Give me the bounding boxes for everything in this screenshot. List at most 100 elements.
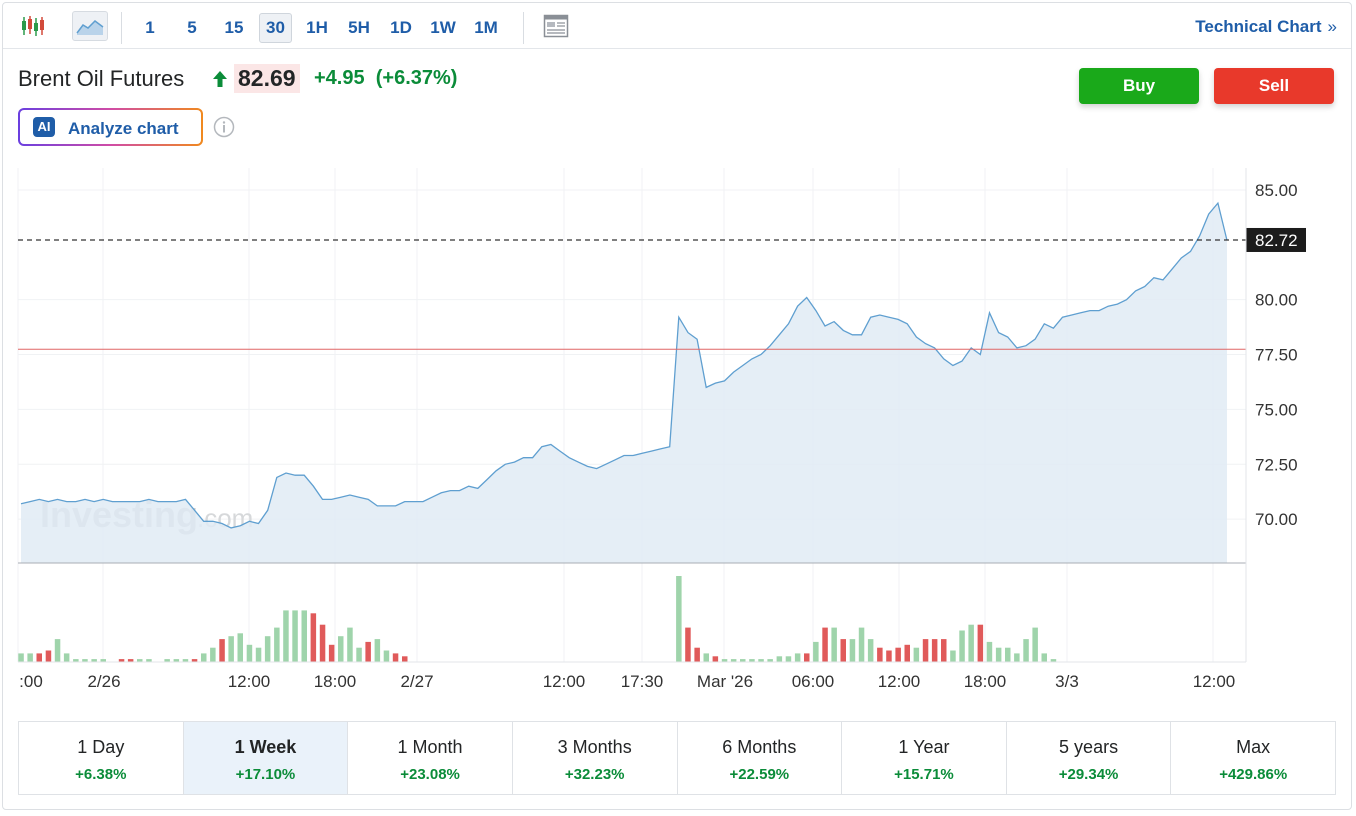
volume-bar xyxy=(703,653,709,662)
info-icon[interactable] xyxy=(213,116,235,138)
x-tick-label: 18:00 xyxy=(314,672,357,691)
volume-bar xyxy=(292,610,298,662)
period-label: 5 years xyxy=(1059,737,1119,757)
volume-bar xyxy=(986,641,993,662)
volume-bar xyxy=(36,653,42,662)
period-1-year[interactable]: 1 Year +15.71% xyxy=(842,722,1007,794)
volume-bar xyxy=(402,656,408,662)
volume-bar xyxy=(1014,653,1020,662)
technical-chart-label: Technical Chart xyxy=(1195,17,1322,36)
volume-bar xyxy=(995,647,1002,662)
period-max[interactable]: Max +429.86% xyxy=(1171,722,1335,794)
volume-bar xyxy=(767,659,773,662)
interval-30[interactable]: 30 xyxy=(259,13,292,43)
volume-bar xyxy=(730,659,737,662)
period-1-day[interactable]: 1 Day +6.38% xyxy=(19,722,184,794)
y-tick-label: 70.00 xyxy=(1255,510,1298,529)
chart-toolbar: 1 5 15 30 1H 5H 1D 1W 1M Technical Chart… xyxy=(3,3,1351,49)
period-label: 1 Month xyxy=(397,737,463,757)
volume-bar xyxy=(676,576,682,662)
volume-bar xyxy=(886,650,892,662)
period-6-months[interactable]: 6 Months +22.59% xyxy=(678,722,843,794)
volume-bar xyxy=(1032,627,1038,662)
period-value: +429.86% xyxy=(1219,766,1288,783)
x-tick-label: 12:00 xyxy=(878,672,921,691)
x-tick-label: 17:30 xyxy=(621,672,664,691)
volume-bar xyxy=(237,633,243,662)
volume-bar xyxy=(840,639,846,662)
volume-bar xyxy=(173,659,180,662)
volume-bar xyxy=(310,613,317,662)
price-line xyxy=(20,201,1228,529)
volume-bar xyxy=(904,644,910,662)
volume-bar xyxy=(694,647,700,662)
volume-bar xyxy=(228,636,234,662)
period-value: +32.23% xyxy=(564,766,625,783)
period-1-month[interactable]: 1 Month +23.08% xyxy=(348,722,513,794)
volume-bar xyxy=(264,636,271,662)
period-1-week[interactable]: 1 Week +17.10% xyxy=(183,722,349,794)
period-5-years[interactable]: 5 years +29.34% xyxy=(1007,722,1172,794)
volume-bars xyxy=(18,576,1246,663)
interval-1w[interactable]: 1W xyxy=(430,18,456,37)
price-chart[interactable]: Investing.com 82.72 85.0080.0077.5075.00… xyxy=(0,150,1356,698)
interval-15[interactable]: 15 xyxy=(224,18,244,37)
volume-bar xyxy=(931,639,938,662)
volume-bar xyxy=(118,659,125,662)
sell-button[interactable]: Sell xyxy=(1214,68,1334,104)
x-tick-label: 18:00 xyxy=(964,672,1007,691)
volume-bar xyxy=(45,650,52,662)
volume-bar xyxy=(867,639,874,662)
layout-icon[interactable] xyxy=(540,11,572,41)
volume-bar xyxy=(968,624,974,662)
volume-bar xyxy=(831,627,837,662)
y-tick-label: 85.00 xyxy=(1255,181,1298,200)
period-performance-table: 1 Day +6.38% 1 Week +17.10% 1 Month +23.08%… xyxy=(18,721,1336,795)
volume-bar xyxy=(383,650,390,662)
area-chart-icon[interactable] xyxy=(72,11,108,41)
arrow-up-icon xyxy=(213,71,227,87)
interval-5[interactable]: 5 xyxy=(187,18,197,37)
volume-bar xyxy=(201,653,207,662)
x-tick-label: :00 xyxy=(19,672,43,691)
volume-bar xyxy=(127,659,134,662)
volume-bar xyxy=(246,644,253,662)
volume-bar xyxy=(740,659,746,662)
volume-bar xyxy=(283,610,289,662)
buy-button[interactable]: Buy xyxy=(1079,68,1199,104)
volume-bar xyxy=(794,653,801,662)
technical-chart-link[interactable]: Technical Chart » xyxy=(1195,17,1337,37)
volume-bar xyxy=(749,659,755,662)
period-value: +15.71% xyxy=(894,766,954,783)
y-tick-label: 80.00 xyxy=(1255,291,1298,310)
volume-bar xyxy=(347,627,353,662)
interval-5h[interactable]: 5H xyxy=(348,18,370,37)
period-value: +22.59% xyxy=(729,766,790,783)
reference-lines: 82.72 xyxy=(18,227,1306,564)
analyze-chart-button[interactable]: AI Analyze chart xyxy=(18,108,203,146)
interval-1[interactable]: 1 xyxy=(145,18,155,37)
volume-bar xyxy=(685,627,691,662)
interval-1m[interactable]: 1M xyxy=(474,18,498,37)
volume-bar xyxy=(137,659,143,662)
volume-bar xyxy=(274,627,280,662)
volume-bar xyxy=(146,659,152,662)
y-tick-label: 77.50 xyxy=(1255,346,1298,365)
volume-bar xyxy=(338,636,344,662)
volume-bar xyxy=(328,644,335,662)
interval-1h[interactable]: 1H xyxy=(306,18,328,37)
interval-1d[interactable]: 1D xyxy=(390,18,412,37)
period-label: 3 Months xyxy=(557,737,632,757)
volume-bar xyxy=(941,639,947,662)
candlestick-icon[interactable] xyxy=(17,11,49,41)
volume-bar xyxy=(758,659,764,662)
volume-bar xyxy=(219,639,225,662)
period-3-months[interactable]: 3 Months +32.23% xyxy=(513,722,678,794)
volume-bar xyxy=(721,659,728,662)
volume-bar xyxy=(858,627,865,662)
price-change-pct: (+6.37%) xyxy=(375,67,458,89)
period-value: +23.08% xyxy=(400,766,460,783)
volume-bar xyxy=(977,624,984,662)
volume-bar xyxy=(922,639,929,662)
